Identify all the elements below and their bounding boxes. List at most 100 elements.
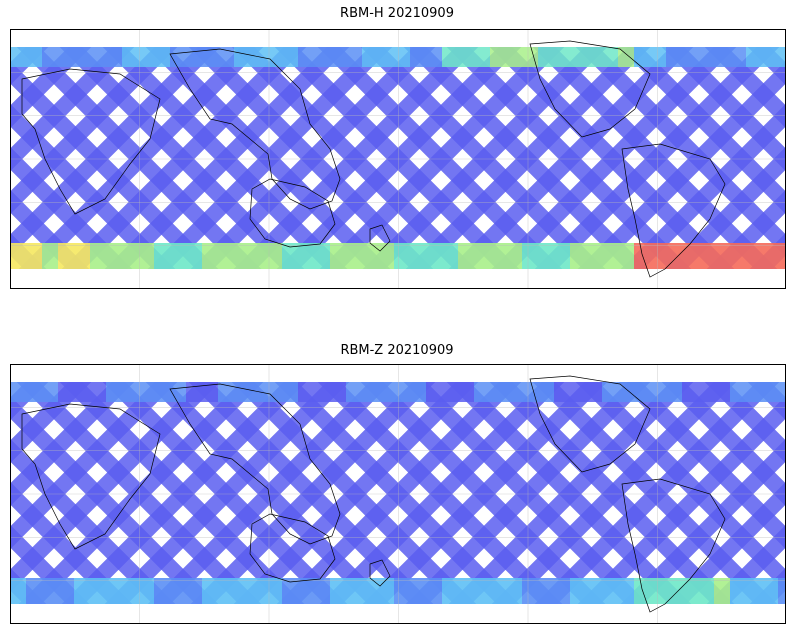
coverage-cell [426,47,442,67]
map-panel-rbm-h [10,29,786,289]
coverage-cell [714,47,730,67]
coverage-cell [234,382,250,402]
coverage-cell [746,382,762,402]
coverage-cell [42,578,58,604]
coverage-cell [762,47,778,67]
coverage-cell [58,578,74,604]
coverage-cell [330,47,346,67]
coverage-cell [346,578,362,604]
coverage-cell [298,382,314,402]
coastline [369,559,391,587]
coastline [169,383,341,545]
coverage-cell [266,382,282,402]
coverage-cell [490,578,506,604]
coverage-cell [602,47,618,67]
coverage-cell [682,243,698,269]
coverage-cell [762,578,778,604]
coverage-cell [346,382,362,402]
coverage-cell [570,382,586,402]
coverage-cell [394,47,410,67]
coverage-cell [314,243,330,269]
coverage-cell [362,382,378,402]
coverage-cell [282,243,298,269]
coverage-cell [218,47,234,67]
coverage-cell [730,243,746,269]
coverage-cell [26,47,42,67]
coverage-cell [410,382,426,402]
coverage-cell [650,47,666,67]
coverage-cell [362,243,378,269]
coverage-cell [698,47,714,67]
coastlines [21,40,726,278]
coverage-cell [234,47,250,67]
coverage-cell [506,578,522,604]
coverage-cell [778,243,786,269]
coverage-cell [106,47,122,67]
coverage-cell [138,47,154,67]
coverage-cell [762,243,778,269]
coverage-cell [362,47,378,67]
coverage-cell [10,243,26,269]
coverage-cell [666,382,682,402]
coverage-cell [490,47,506,67]
coverage-cell [586,382,602,402]
coverage-cell [538,578,554,604]
coverage-cell [522,578,538,604]
coverage-cell [746,47,762,67]
coverage-cell [346,47,362,67]
coverage-cell [522,243,538,269]
coverage-cell [378,382,394,402]
coverage-cell [138,578,154,604]
coverage-cell [618,382,634,402]
coverage-cell [106,578,122,604]
coverage-cell [218,382,234,402]
coverage-cell [458,243,474,269]
coverage-cell [378,47,394,67]
coverage-cell [26,382,42,402]
coverage-cell [298,47,314,67]
coverage-cell [442,243,458,269]
coverage-cell [634,47,650,67]
coverage-cell [554,243,570,269]
coverage-cell [42,243,58,269]
coverage-cell [378,578,394,604]
coastline [21,68,161,215]
coverage-cell [234,243,250,269]
coastline [529,40,651,138]
coverage-cell [378,243,394,269]
coverage-cell [634,578,650,604]
coverage-cell [186,47,202,67]
coverage-cell [602,578,618,604]
coverage-cell [426,578,442,604]
coverage-cell [650,243,666,269]
coverage-cell [218,243,234,269]
coverage-cell [170,578,186,604]
coverage-cell [74,243,90,269]
map-panel-rbm-z [10,364,786,624]
coastline [369,224,391,252]
coverage-cell [602,243,618,269]
coverage-cell [586,47,602,67]
coverage-cell [554,578,570,604]
coastline [169,48,341,210]
coverage-cell [202,47,218,67]
coverage-cell [458,578,474,604]
coverage-cell [442,578,458,604]
coverage-cell [730,47,746,67]
coverage-cell [538,47,554,67]
coverage-cell [26,243,42,269]
coverage-cell [362,578,378,604]
coverage-cell [42,47,58,67]
coverage-cell [666,243,682,269]
gridlines [10,364,786,624]
coverage-cell [746,243,762,269]
coverage-cell [474,243,490,269]
coverage-cell [714,243,730,269]
coverage-cell [458,382,474,402]
coverage-cell [298,578,314,604]
coverage-cell [490,382,506,402]
coverage-cell [410,578,426,604]
coverage-cell [90,578,106,604]
coverage-cell [330,243,346,269]
coverage-cell [698,382,714,402]
